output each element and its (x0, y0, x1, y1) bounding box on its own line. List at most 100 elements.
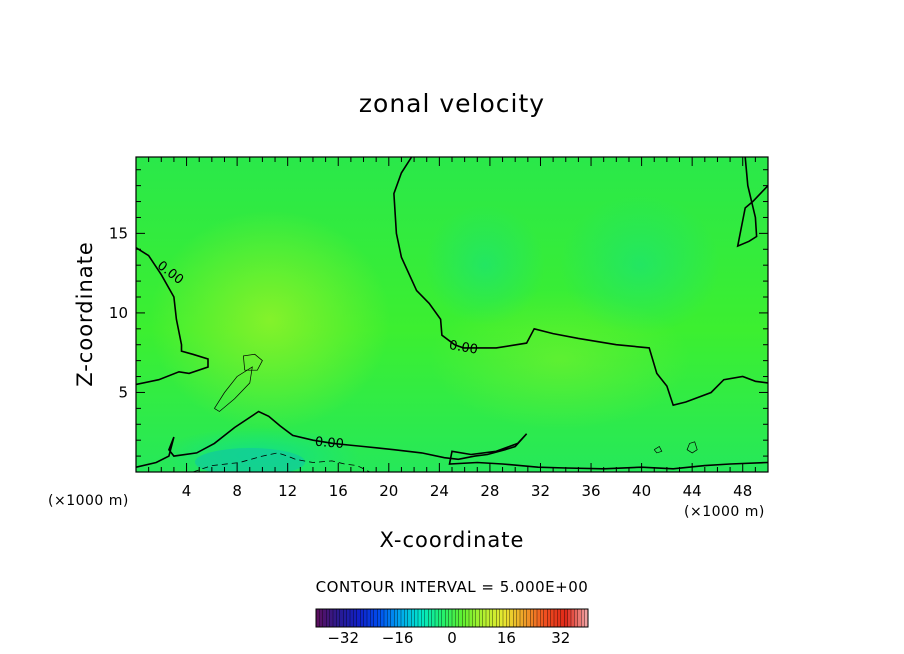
colorbar-cell (404, 608, 409, 628)
colorbar-cell (462, 608, 467, 628)
y-tick-label: 5 (118, 383, 128, 401)
positive-contour (214, 366, 253, 412)
x-tick-label: 40 (632, 482, 651, 500)
colorbar-cell (523, 608, 528, 628)
field-negative-zone (195, 448, 305, 472)
colorbar-cell (513, 608, 518, 628)
colorbar-cell (353, 608, 358, 628)
colorbar-cell (479, 608, 484, 628)
colorbar-cell (492, 608, 497, 628)
colorbar-cell (543, 608, 548, 628)
colorbar-cell (319, 608, 324, 628)
x-tick-label: 24 (430, 482, 449, 500)
contour-label: 0.00 (448, 338, 479, 358)
colorbar-cell (458, 608, 463, 628)
colorbar-cell (540, 608, 545, 628)
colorbar-tick-label: −16 (382, 629, 414, 647)
colorbar-cell (366, 608, 371, 628)
zero-contour (136, 247, 209, 386)
colorbar-cell (468, 608, 473, 628)
colorbar-cell (553, 608, 558, 628)
colorbar-cell (564, 608, 569, 628)
x-tick-label: 12 (278, 482, 297, 500)
x-tick-label: 28 (480, 482, 499, 500)
colorbar-cell (411, 608, 416, 628)
colorbar-cell (496, 608, 501, 628)
colorbar-cell (455, 608, 460, 628)
colorbar-cell (567, 608, 572, 628)
colorbar-cell (445, 608, 450, 628)
colorbar-cell (530, 608, 535, 628)
colorbar-cell (363, 608, 368, 628)
colorbar-cell (499, 608, 504, 628)
colorbar-cell (346, 608, 351, 628)
colorbar-cell (414, 608, 419, 628)
negative-contour (192, 452, 370, 472)
colorbar-cell (400, 608, 405, 628)
colorbar-cell (407, 608, 412, 628)
colorbar-cell (489, 608, 494, 628)
colorbar-cell (377, 608, 382, 628)
colorbar-cell (441, 608, 446, 628)
colorbar-cell (482, 608, 487, 628)
colorbar-cell (428, 608, 433, 628)
colorbar-cell (475, 608, 480, 628)
colorbar-cell (574, 608, 579, 628)
x-tick-label: 4 (182, 482, 192, 500)
velocity-field (136, 157, 768, 472)
colorbar-cell (547, 608, 552, 628)
colorbar-cell (332, 608, 337, 628)
colorbar-cell (519, 608, 524, 628)
colorbar-cell (356, 608, 361, 628)
colorbar-tick-label: 16 (497, 629, 516, 647)
x-tick-label: 44 (683, 482, 702, 500)
colorbar-cell (465, 608, 470, 628)
y-tick-label: 15 (109, 224, 128, 242)
colorbar-cell (472, 608, 477, 628)
colorbar-cell (509, 608, 514, 628)
colorbar-cell (434, 608, 439, 628)
colorbar-cell (502, 608, 507, 628)
field-negative-zone (425, 205, 545, 325)
colorbar-cell (438, 608, 443, 628)
colorbar-tick-label: 32 (551, 629, 570, 647)
colorbar-cell (560, 608, 565, 628)
colorbar-tick-label: 0 (447, 629, 457, 647)
colorbar-cell (557, 608, 562, 628)
field-positive-zone (150, 210, 390, 430)
zero-contour (736, 157, 768, 248)
x-tick-label: 32 (531, 482, 550, 500)
colorbar-cell (516, 608, 521, 628)
x-axis-label: X-coordinate (380, 528, 525, 552)
colorbar-cell (322, 608, 327, 628)
colorbar-cell (397, 608, 402, 628)
colorbar-cell (570, 608, 575, 628)
colorbar-cell (577, 608, 582, 628)
y-tick-label: 10 (109, 304, 128, 322)
colorbar-cell (424, 608, 429, 628)
x-tick-label: 36 (581, 482, 600, 500)
x-tick-label: 16 (329, 482, 348, 500)
colorbar-cell (417, 608, 422, 628)
colorbar-cell (326, 608, 331, 628)
x-tick-label: 8 (232, 482, 242, 500)
colorbar-cell (349, 608, 354, 628)
positive-contour (686, 441, 698, 454)
zero-contour (136, 410, 768, 470)
positive-contour (653, 446, 663, 454)
contour-lines (136, 157, 768, 472)
colorbar-cell (550, 608, 555, 628)
colorbar-cell (581, 608, 586, 628)
colorbar-cell (370, 608, 375, 628)
colorbar-cell (536, 608, 541, 628)
chart-title: zonal velocity (359, 89, 545, 118)
colorbar-cell (387, 608, 392, 628)
colorbar-cell (394, 608, 399, 628)
colorbar-cell (431, 608, 436, 628)
colorbar-cell (533, 608, 538, 628)
colorbar-cell (390, 608, 395, 628)
contour-label: 0.00 (314, 435, 344, 452)
